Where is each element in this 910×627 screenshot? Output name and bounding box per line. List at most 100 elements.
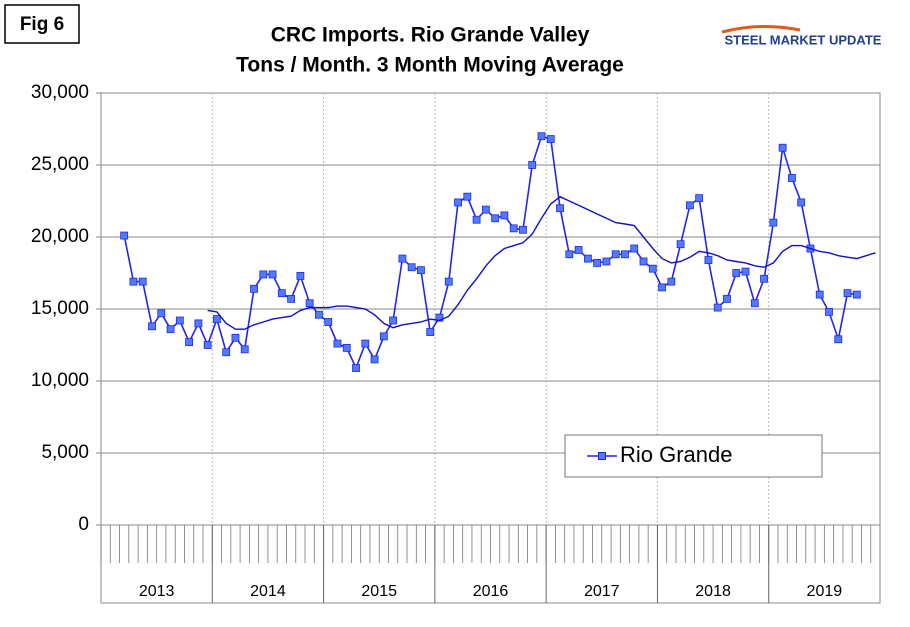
x-group-label: 2016 <box>473 583 509 600</box>
data-point <box>185 338 194 347</box>
data-point <box>741 267 750 276</box>
y-tick-label: 5,000 <box>41 442 89 463</box>
data-point <box>426 328 435 336</box>
data-point <box>324 318 333 326</box>
data-point <box>519 225 527 234</box>
data-point <box>287 295 296 303</box>
data-point <box>417 266 425 275</box>
data-point <box>713 303 722 312</box>
data-point <box>639 257 648 266</box>
data-point <box>732 269 741 277</box>
data-point <box>565 250 574 259</box>
logo: STEEL MARKET UPDATE <box>725 32 882 47</box>
data-point <box>379 332 388 341</box>
data-point <box>537 132 546 141</box>
data-point <box>685 201 694 210</box>
data-point <box>213 315 221 323</box>
data-point <box>240 345 249 354</box>
data-point <box>852 290 861 299</box>
data-point <box>704 256 713 264</box>
x-group-label: 2015 <box>361 583 397 600</box>
x-group-label: 2014 <box>250 583 286 600</box>
data-point <box>250 284 258 293</box>
data-point <box>342 343 351 352</box>
data-point <box>305 299 314 308</box>
data-point <box>370 355 379 364</box>
data-point <box>166 325 175 334</box>
chart-title: CRC Imports. Rio Grande Valley <box>271 24 590 47</box>
y-tick-label: 0 <box>78 514 89 535</box>
data-point <box>472 215 481 224</box>
data-point <box>825 307 833 316</box>
data-point <box>797 198 806 207</box>
data-point <box>352 364 360 372</box>
data-point <box>593 259 602 267</box>
data-point <box>667 277 676 286</box>
data-point <box>528 161 537 169</box>
data-point <box>296 271 305 280</box>
data-point <box>398 254 407 263</box>
data-point <box>769 218 778 227</box>
data-point <box>138 277 147 286</box>
data-point <box>259 270 268 279</box>
data-point <box>834 335 843 344</box>
data-point <box>129 277 138 286</box>
chart-subtitle: Tons / Month. 3 Month Moving Average <box>236 54 624 77</box>
data-point <box>723 295 731 303</box>
data-point <box>658 283 666 292</box>
y-tick-label: 25,000 <box>31 154 89 175</box>
data-point <box>611 250 620 259</box>
data-point <box>268 270 277 279</box>
data-point <box>175 316 184 325</box>
legend-label: Rio Grande <box>620 442 733 467</box>
data-point <box>621 250 629 259</box>
data-point <box>760 274 768 283</box>
data-point <box>157 309 166 318</box>
data-point <box>407 263 416 272</box>
x-group-label: 2017 <box>584 583 620 600</box>
data-point <box>648 264 657 273</box>
data-point <box>454 198 462 207</box>
data-point <box>574 246 583 254</box>
data-point <box>222 348 231 357</box>
data-point <box>815 290 824 299</box>
data-point <box>333 339 342 348</box>
data-point <box>194 319 203 328</box>
y-tick-label: 30,000 <box>31 82 89 103</box>
data-point <box>361 339 370 348</box>
data-point <box>750 299 759 308</box>
data-point <box>676 240 685 249</box>
data-point <box>315 310 323 319</box>
data-point <box>778 143 787 152</box>
data-point <box>389 316 398 325</box>
legend-marker <box>598 452 606 460</box>
y-tick-label: 15,000 <box>31 298 89 319</box>
y-tick-label: 10,000 <box>31 370 89 391</box>
data-point <box>444 277 453 286</box>
x-group-label: 2013 <box>139 583 175 600</box>
data-point <box>203 341 212 349</box>
data-point <box>630 244 639 253</box>
data-point <box>583 254 592 263</box>
data-point <box>602 257 611 266</box>
figure-label: Fig 6 <box>20 14 64 35</box>
data-point <box>231 333 240 342</box>
logo-swoosh <box>721 24 801 34</box>
data-point <box>843 289 852 298</box>
data-point <box>120 231 129 240</box>
series-line <box>123 135 857 371</box>
data-point <box>695 194 704 203</box>
x-group-label: 2019 <box>807 583 843 600</box>
y-tick-label: 20,000 <box>31 226 89 247</box>
data-point <box>463 192 472 201</box>
data-point <box>509 224 518 233</box>
series-line <box>207 195 876 330</box>
data-point <box>500 211 509 220</box>
x-group-label: 2018 <box>695 583 731 600</box>
data-point <box>148 322 156 331</box>
data-point <box>546 135 555 143</box>
data-point <box>277 289 286 298</box>
data-point <box>556 204 564 213</box>
data-point <box>491 214 500 223</box>
